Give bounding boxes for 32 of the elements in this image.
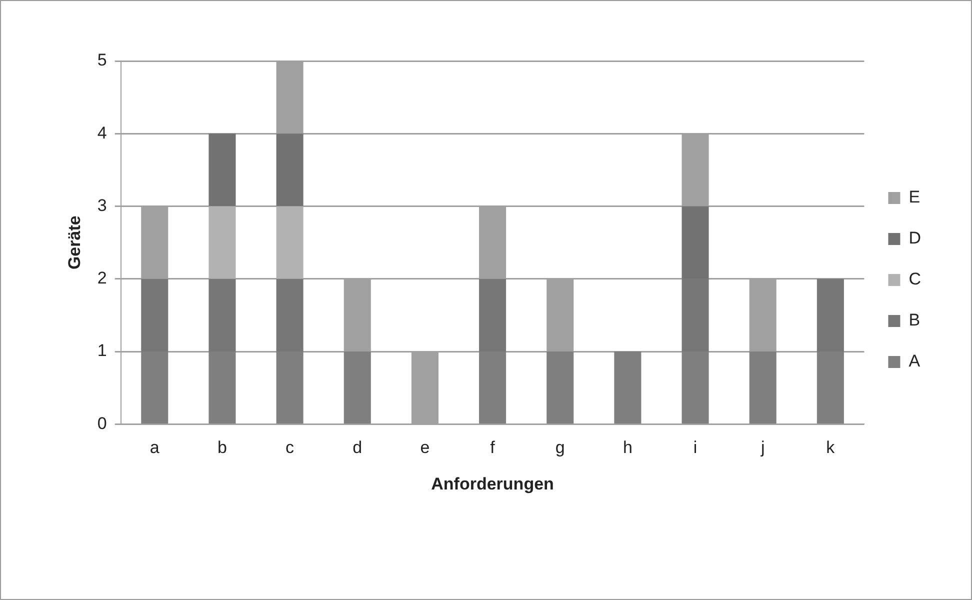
bar bbox=[749, 352, 776, 424]
bar bbox=[208, 134, 236, 206]
x-tick-label: g bbox=[555, 438, 565, 458]
x-tick-label: e bbox=[420, 438, 430, 458]
y-tick-label: 5 bbox=[97, 50, 107, 70]
x-axis-title: Anforderungen bbox=[431, 474, 554, 494]
legend-label: C bbox=[908, 270, 922, 289]
bar bbox=[276, 206, 304, 279]
legend-label: D bbox=[908, 228, 922, 248]
legend-label: A bbox=[908, 352, 921, 371]
y-tick-label: 1 bbox=[97, 341, 107, 360]
y-tick-label: 3 bbox=[97, 196, 107, 215]
y-tick-label: 0 bbox=[97, 414, 107, 433]
x-tick-label: j bbox=[760, 438, 765, 458]
legend-label: E bbox=[908, 188, 920, 207]
x-tick-label: d bbox=[352, 438, 362, 458]
y-tick-label: 4 bbox=[97, 123, 107, 142]
x-tick-label: f bbox=[490, 438, 496, 458]
x-tick-label: a bbox=[150, 438, 160, 458]
x-tick-label: i bbox=[693, 438, 698, 458]
x-tick-label: b bbox=[217, 438, 227, 458]
bar bbox=[276, 134, 304, 206]
y-axis-title: Geräte bbox=[64, 216, 84, 270]
legend-label: B bbox=[908, 310, 920, 330]
x-tick-label: k bbox=[826, 438, 836, 458]
bar bbox=[614, 352, 642, 424]
bar bbox=[546, 352, 574, 424]
x-tick-label: h bbox=[622, 438, 632, 458]
x-tick-label: c bbox=[286, 438, 295, 458]
y-tick-label: 2 bbox=[97, 268, 107, 288]
bar bbox=[344, 352, 371, 424]
bar bbox=[208, 206, 236, 279]
